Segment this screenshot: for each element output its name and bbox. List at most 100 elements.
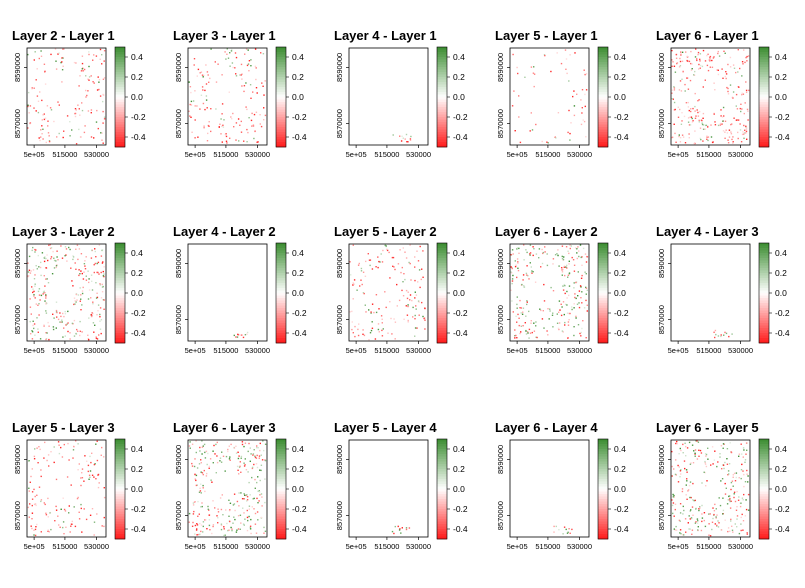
raster-cell [675,459,677,461]
raster-cell [56,250,58,252]
raster-cell [675,529,678,531]
raster-cell [541,318,544,320]
legend-swatch [598,454,608,457]
raster-cell [264,501,266,504]
legend-swatch [759,506,769,510]
panel-title: Layer 3 - Layer 2 [12,224,115,239]
legend-swatch [276,335,286,339]
legend-swatch [115,466,125,470]
raster-cell [79,300,81,302]
raster-cell [533,248,535,250]
raster-cell [722,464,725,466]
raster-cell [191,525,194,527]
raster-cell [418,314,420,316]
raster-cell [67,310,69,313]
raster-cell [557,249,559,251]
legend-swatch [598,112,608,115]
legend-swatch [115,124,125,128]
x-tick-label: 5e+05 [24,542,45,551]
raster-cell [206,528,208,530]
raster-cell [747,509,750,511]
raster-cell [511,267,513,270]
raster-cell [222,124,224,126]
legend-swatch [598,338,608,341]
legend-swatch [115,54,125,58]
legend-tick-label: -0.2 [775,504,790,514]
raster-cell [99,48,102,51]
raster-cell [40,129,42,131]
raster-cell [689,496,691,499]
raster-cell [90,461,92,464]
raster-cell [532,254,534,257]
raster-cell [96,459,99,462]
legend-swatch [598,499,608,502]
legend-swatch [276,481,286,485]
raster-cell [737,49,739,51]
raster-cell [585,337,587,339]
raster-cell [85,275,87,277]
legend-swatch [759,280,769,284]
raster-cell [69,531,71,533]
panel-title: Layer 6 - Layer 1 [656,28,759,43]
legend-swatch [759,122,769,125]
raster-cell [85,279,88,281]
raster-cell [740,469,743,471]
raster-cell [221,103,224,105]
raster-cell [673,89,676,91]
legend-tick-label: -0.4 [453,132,468,142]
raster-cell [190,116,192,118]
raster-cell [260,125,263,128]
raster-cell [260,469,262,472]
raster-cell [78,108,80,110]
raster-cell [680,473,682,475]
raster-cell [694,130,696,132]
raster-cell [79,334,81,337]
raster-cell [558,328,560,331]
raster-cell [259,442,261,445]
raster-cell [31,512,34,514]
raster-cell [540,266,542,268]
raster-cell [214,507,216,509]
raster-cell [746,60,748,62]
legend-swatch [276,466,286,470]
raster-cell [567,276,569,278]
raster-cell [208,509,210,511]
raster-cell [553,531,555,533]
raster-cell [394,338,396,340]
raster-cell [88,478,90,480]
raster-cell [704,79,706,81]
raster-cell [251,466,254,469]
legend-tick-label: 0.4 [292,52,304,62]
panel-title: Layer 6 - Layer 2 [495,224,598,239]
raster-cell [240,455,243,458]
legend-tick-label: 0.0 [453,484,465,494]
raster-cell [422,276,424,278]
raster-cell [48,140,51,143]
legend-tick-label: -0.4 [292,132,307,142]
legend-swatch [437,295,447,299]
legend-swatch [115,526,125,530]
legend-swatch [437,340,447,344]
raster-cells [671,48,750,145]
raster-cell [522,274,525,276]
legend-swatch [437,446,447,450]
raster-cell [71,523,73,525]
raster-cell [243,524,245,526]
raster-cell [353,279,356,281]
raster-cell [707,139,709,142]
legend-swatch [437,338,447,341]
raster-cell [241,78,243,80]
raster-cell [694,499,696,502]
raster-cell [511,282,513,285]
raster-cell [93,521,96,523]
legend-swatch [437,514,447,517]
raster-cell [697,522,699,524]
legend-swatch [437,461,447,465]
legend-tick-label: 0.2 [453,268,465,278]
raster-cell [101,286,104,288]
raster-cell [689,528,691,530]
raster-cell [246,141,248,143]
raster-cell [685,455,687,457]
legend-tick-label: -0.4 [775,132,790,142]
raster-cell [708,523,710,525]
